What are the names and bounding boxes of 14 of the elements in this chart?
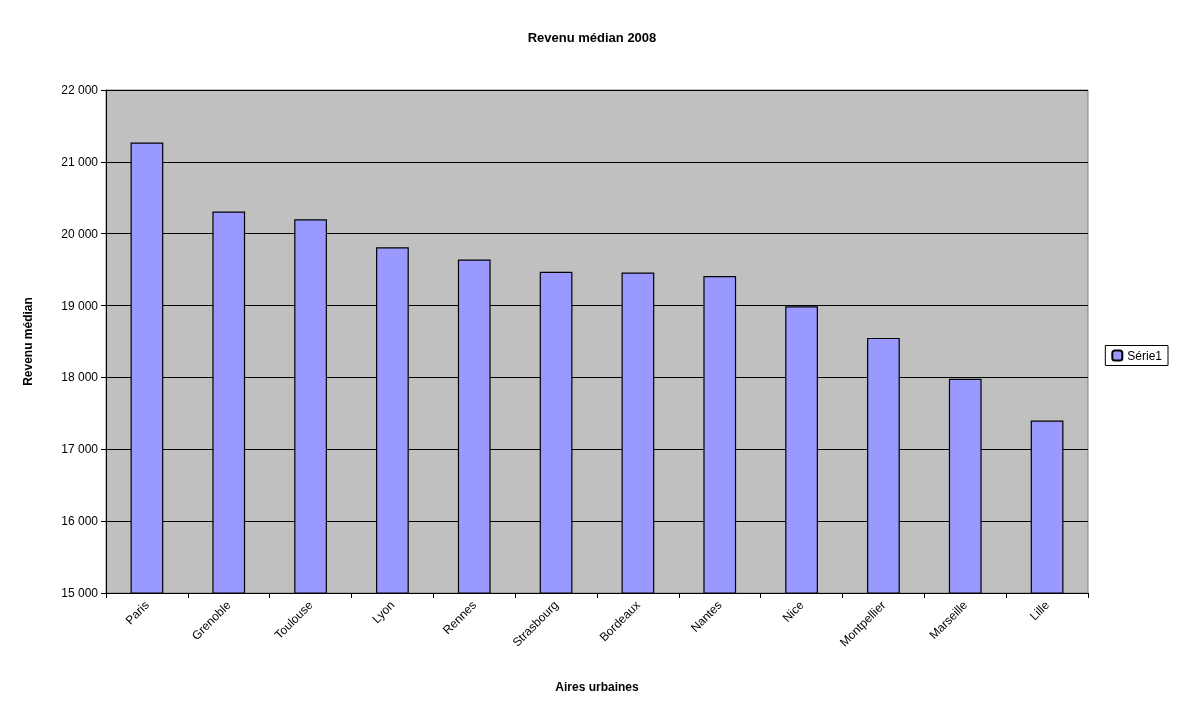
y-tick-label: 15 000 <box>61 586 99 600</box>
chart-title: Revenu médian 2008 <box>527 30 657 45</box>
y-tick-label: 20 000 <box>61 226 99 241</box>
x-axis-title: Aires urbaines <box>555 680 640 694</box>
x-tick-label: Lille <box>1027 597 1053 624</box>
y-tick-label: 21 000 <box>61 154 99 169</box>
y-tick-label: 22 000 <box>61 83 99 97</box>
y-tick-label: 17 000 <box>61 442 99 457</box>
y-tick-label: 19 000 <box>61 298 99 313</box>
x-tick-label: Nice <box>779 597 807 625</box>
y-tick-label: 16 000 <box>61 514 99 529</box>
legend-label: Série1 <box>1127 348 1163 363</box>
y-axis-title: Revenu médian <box>21 297 35 386</box>
y-tick-label: 18 000 <box>61 370 99 385</box>
